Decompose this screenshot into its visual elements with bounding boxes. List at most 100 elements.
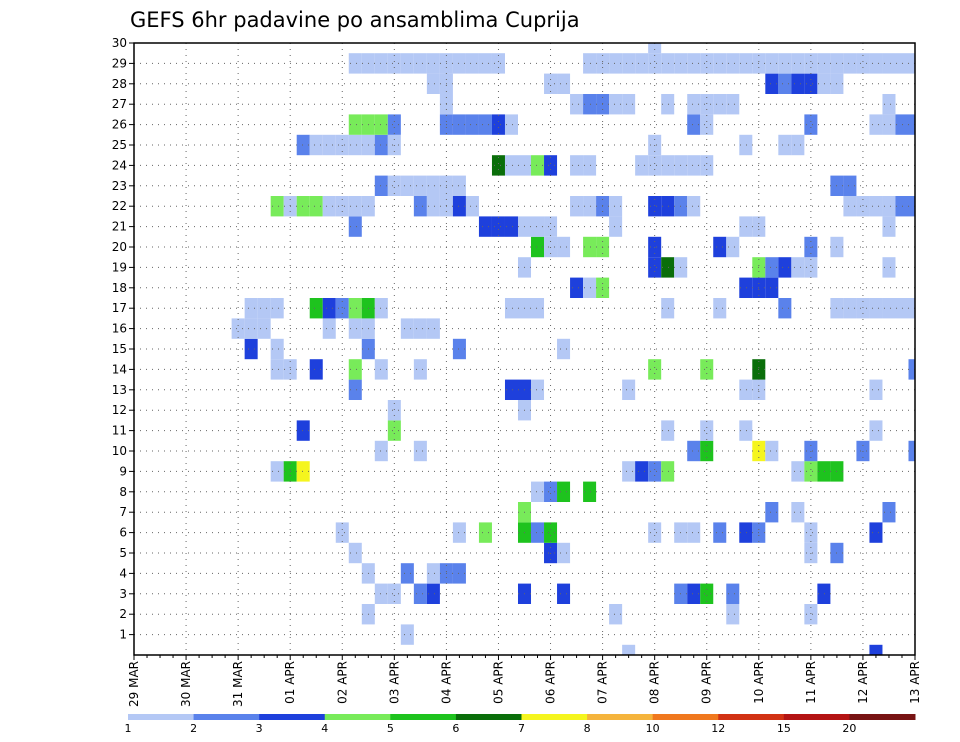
heatmap-cell bbox=[335, 522, 349, 543]
heatmap-cell bbox=[687, 583, 701, 604]
heatmap-cell bbox=[622, 461, 636, 482]
legend-swatch bbox=[783, 714, 850, 720]
x-tick-label: 11 APR bbox=[804, 661, 818, 704]
heatmap-cell bbox=[478, 53, 492, 74]
heatmap-cell bbox=[544, 155, 558, 176]
heatmap-cell bbox=[739, 379, 753, 400]
heatmap-cell bbox=[531, 216, 545, 237]
y-tick-label: 24 bbox=[112, 158, 127, 172]
heatmap-cell bbox=[622, 379, 636, 400]
heatmap-cell bbox=[700, 420, 714, 441]
heatmap-cell bbox=[700, 359, 714, 380]
heatmap-cell bbox=[544, 216, 558, 237]
y-tick-label: 20 bbox=[112, 240, 127, 254]
heatmap-cell bbox=[387, 175, 401, 196]
heatmap-cell bbox=[804, 522, 818, 543]
y-tick-label: 7 bbox=[119, 505, 127, 519]
heatmap-cell bbox=[452, 114, 466, 135]
heatmap-cell bbox=[635, 53, 649, 74]
heatmap-cell bbox=[635, 461, 649, 482]
heatmap-cell bbox=[726, 583, 740, 604]
heatmap-cell bbox=[765, 502, 779, 523]
y-tick-label: 30 bbox=[112, 36, 127, 50]
heatmap-cell bbox=[622, 53, 636, 74]
heatmap-cell bbox=[908, 53, 915, 74]
heatmap-cell bbox=[765, 440, 779, 462]
heatmap-cell bbox=[478, 114, 492, 135]
y-tick-label: 13 bbox=[112, 383, 127, 397]
y-tick-label: 28 bbox=[112, 77, 127, 91]
heatmap-cell bbox=[452, 338, 466, 360]
heatmap-cell bbox=[270, 196, 284, 217]
heatmap-cell bbox=[531, 155, 545, 176]
heatmap-cell bbox=[374, 298, 388, 319]
heatmap-cell bbox=[869, 644, 883, 655]
heatmap-cell bbox=[387, 420, 401, 441]
heatmap-cell bbox=[882, 216, 896, 237]
heatmap-cell bbox=[622, 644, 636, 655]
y-tick-label: 23 bbox=[112, 179, 127, 193]
heatmap-cell bbox=[478, 522, 492, 543]
heatmap-cell bbox=[869, 379, 883, 400]
x-axis: 29 MAR 30 MAR 31 MAR 01 APR 02 APR 03 APR 04 A… bbox=[127, 655, 922, 707]
heatmap-cell bbox=[504, 216, 518, 237]
heatmap-cell bbox=[504, 379, 518, 400]
y-axis: 1234567891011121314151617181920212223242… bbox=[112, 36, 134, 642]
heatmap-cell bbox=[452, 522, 466, 543]
x-tick-label: 01 APR bbox=[283, 661, 297, 704]
y-tick-label: 9 bbox=[119, 464, 127, 478]
heatmap-cell bbox=[700, 94, 714, 115]
heatmap-cell bbox=[791, 53, 805, 74]
heatmap-cell bbox=[413, 583, 427, 604]
heatmap-cell bbox=[817, 583, 831, 604]
heatmap-cell bbox=[739, 522, 753, 543]
heatmap-cell bbox=[869, 420, 883, 441]
heatmap-cell bbox=[700, 155, 714, 176]
heatmap-cell bbox=[374, 53, 388, 74]
heatmap-cell bbox=[244, 318, 258, 339]
heatmap-cell bbox=[791, 134, 805, 156]
heatmap-cell bbox=[413, 359, 427, 380]
x-tick-label: 29 MAR bbox=[127, 661, 141, 707]
heatmap-cell bbox=[609, 53, 623, 74]
heatmap-cell bbox=[374, 440, 388, 462]
heatmap-cell bbox=[778, 134, 792, 156]
heatmap-cell bbox=[531, 236, 545, 258]
heatmap-cell bbox=[296, 196, 310, 217]
legend-swatch bbox=[128, 714, 195, 720]
heatmap-cell bbox=[413, 175, 427, 196]
legend-label: 8 bbox=[584, 722, 591, 735]
heatmap-cell bbox=[426, 583, 440, 604]
legend-label: 20 bbox=[842, 722, 856, 735]
heatmap-cell bbox=[661, 155, 675, 176]
heatmap-cell bbox=[400, 563, 414, 584]
heatmap-cell bbox=[531, 298, 545, 319]
heatmap-cell bbox=[231, 318, 245, 339]
legend-label: 12 bbox=[711, 722, 725, 735]
heatmap-cell bbox=[882, 53, 896, 74]
heatmap-cell bbox=[609, 94, 623, 115]
heatmap-cell bbox=[583, 236, 597, 258]
y-tick-label: 25 bbox=[112, 138, 127, 152]
heatmap-cell bbox=[817, 53, 831, 74]
heatmap-cell bbox=[348, 318, 362, 339]
heatmap-cell bbox=[882, 257, 896, 278]
heatmap-cell bbox=[713, 522, 727, 543]
y-tick-label: 6 bbox=[119, 526, 127, 540]
y-tick-label: 29 bbox=[112, 56, 127, 70]
heatmap-cell bbox=[270, 338, 284, 360]
heatmap-cell bbox=[452, 563, 466, 584]
heatmap-cell bbox=[544, 481, 558, 502]
heatmap-cell bbox=[609, 216, 623, 237]
heatmap-cell bbox=[778, 257, 792, 278]
y-tick-label: 16 bbox=[112, 322, 127, 336]
heatmap-cell bbox=[791, 257, 805, 278]
heatmap-cell bbox=[491, 155, 505, 176]
heatmap-cell bbox=[465, 53, 479, 74]
heatmap-cell bbox=[465, 196, 479, 217]
heatmap-cell bbox=[387, 583, 401, 604]
heatmap-cell bbox=[804, 257, 818, 278]
heatmap-cell bbox=[648, 196, 662, 217]
heatmap-cell bbox=[661, 94, 675, 115]
heatmap-cell bbox=[544, 73, 558, 94]
